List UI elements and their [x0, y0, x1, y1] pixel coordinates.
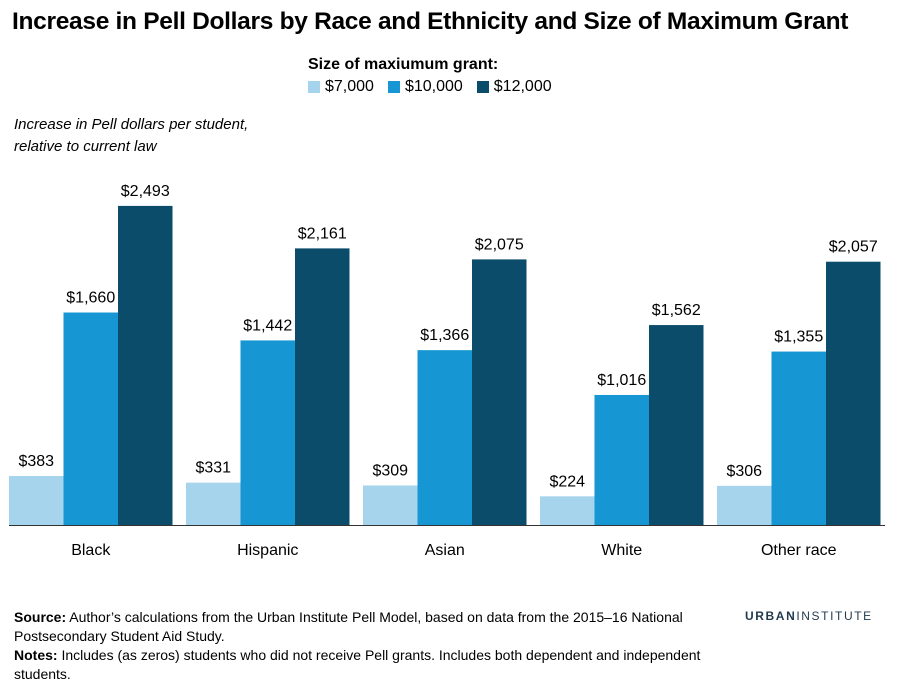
legend-title: Size of maxiumum grant:: [308, 56, 499, 73]
data-label-white-7000: $224: [549, 473, 585, 490]
legend-item-7000: $7,000: [308, 78, 374, 96]
y-axis-note-line2: relative to current law: [14, 138, 157, 155]
category-label-asian: Asian: [425, 542, 465, 559]
legend-swatch-12000: [476, 81, 489, 93]
legend-swatch-7000: [308, 81, 320, 93]
data-label-white-12000: $1,562: [652, 302, 701, 319]
bar-other-race-12000: [826, 261, 881, 525]
footer: Source: Author’s calculations from the U…: [14, 608, 704, 684]
bar-asian-7000: [363, 485, 418, 525]
y-axis-note-line1: Increase in Pell dollars per student,: [14, 116, 249, 133]
data-label-black-7000: $383: [18, 453, 54, 470]
brand-part2: INSTITUTE: [796, 609, 873, 623]
data-label-hispanic-10000: $1,442: [243, 317, 292, 334]
notes-text: Includes (as zeros) students who did not…: [14, 647, 701, 682]
bar-white-12000: [649, 325, 704, 525]
bar-hispanic-7000: [186, 482, 241, 525]
bar-black-10000: [63, 312, 118, 525]
bar-asian-12000: [472, 259, 527, 525]
legend-items: $7,000 $10,000 $12,000: [308, 78, 566, 96]
y-axis-note: Increase in Pell dollars per student, re…: [14, 114, 248, 158]
legend-item-10000: $10,000: [387, 78, 463, 96]
data-label-black-10000: $1,660: [66, 290, 115, 307]
data-label-black-12000: $2,493: [121, 183, 170, 200]
bar-other-race-7000: [717, 485, 772, 525]
data-label-asian-10000: $1,366: [420, 327, 469, 344]
bar-asian-10000: [417, 350, 472, 525]
source-text: Author’s calculations from the Urban Ins…: [14, 609, 683, 644]
category-label-other-race: Other race: [761, 542, 837, 559]
bar-white-10000: [594, 394, 649, 525]
legend-label-12000: $12,000: [493, 78, 552, 95]
data-label-white-10000: $1,016: [597, 372, 646, 389]
category-label-white: White: [601, 542, 642, 559]
data-label-other-race-7000: $306: [726, 463, 762, 480]
data-label-hispanic-12000: $2,161: [298, 225, 347, 242]
legend-label-10000: $10,000: [404, 78, 463, 95]
bar-hispanic-12000: [295, 248, 350, 525]
data-label-hispanic-7000: $331: [195, 460, 231, 477]
bar-other-race-10000: [771, 351, 826, 525]
brand-part1: URBAN: [745, 609, 797, 623]
bar-hispanic-10000: [240, 340, 295, 525]
data-label-asian-12000: $2,075: [475, 236, 524, 253]
source-note: Source: Author’s calculations from the U…: [14, 608, 704, 646]
notes-label: Notes:: [14, 647, 58, 663]
urban-institute-logo: URBANINSTITUTE: [745, 609, 873, 623]
data-label-other-race-12000: $2,057: [829, 239, 878, 256]
data-label-asian-7000: $309: [372, 462, 408, 479]
notes: Notes: Includes (as zeros) students who …: [14, 646, 704, 684]
legend: Size of maxiumum grant: $7,000 $10,000 $…: [308, 56, 566, 96]
legend-swatch-10000: [387, 81, 400, 93]
source-label: Source:: [14, 609, 67, 625]
bar-black-12000: [118, 205, 173, 525]
data-label-other-race-10000: $1,355: [774, 329, 823, 346]
bar-black-7000: [9, 475, 64, 525]
bar-chart: $383 $1,660 $2,493 Black $331 $1,442 $2,161 His…: [9, 183, 885, 559]
bar-white-7000: [540, 496, 595, 525]
category-label-black: Black: [71, 542, 111, 559]
legend-item-12000: $12,000: [476, 78, 552, 96]
legend-label-7000: $7,000: [325, 78, 374, 95]
category-label-hispanic: Hispanic: [237, 542, 298, 559]
chart-title: Increase in Pell Dollars by Race and Eth…: [12, 8, 849, 35]
